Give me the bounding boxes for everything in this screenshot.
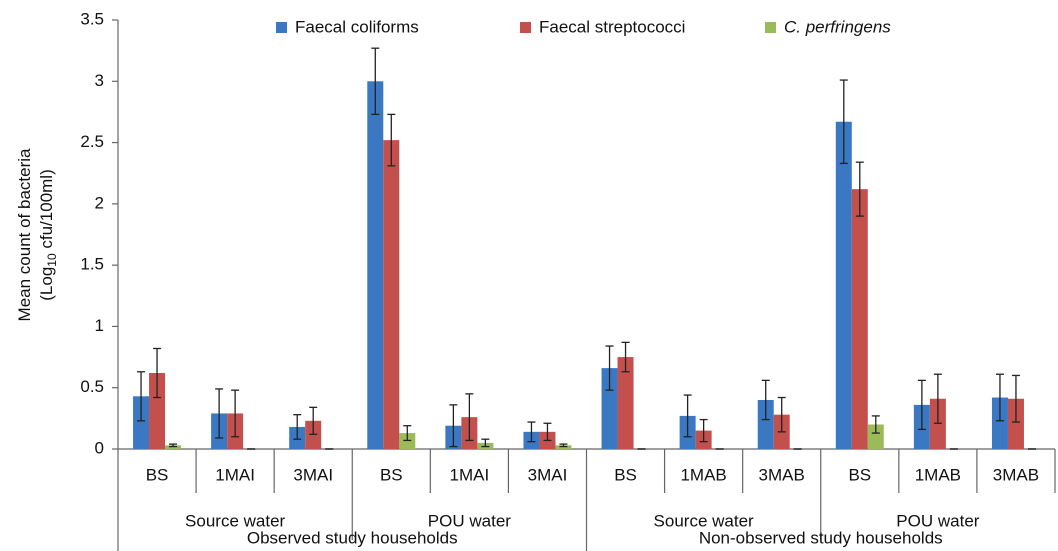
error-bar: [777, 396, 786, 433]
error-bar: [605, 345, 614, 391]
x-tick-label: 3MAB: [993, 465, 1039, 484]
error-bar: [215, 388, 224, 439]
error-bar: [371, 47, 380, 116]
error-bar: [933, 373, 942, 424]
error-bar: [153, 347, 162, 399]
x-tick-label: 3MAI: [528, 465, 568, 484]
x-tick-label: BS: [848, 465, 871, 484]
bar: [383, 140, 400, 449]
error-bar: [403, 425, 412, 442]
x-tick-label: BS: [146, 465, 169, 484]
y-axis-label: (Log10 cfu/100ml): [37, 169, 59, 300]
error-bar: [839, 79, 848, 165]
legend-label: C. perfringens: [784, 17, 891, 36]
error-bar: [995, 373, 1004, 422]
subgroup-label: POU water: [896, 511, 979, 530]
y-tick-label: 2: [95, 193, 104, 212]
error-bar: [231, 389, 240, 438]
y-tick-label: 2.5: [80, 132, 104, 151]
x-tick-label: 1MAB: [915, 465, 961, 484]
legend-swatch: [520, 22, 531, 33]
y-tick-label: 0.5: [80, 377, 104, 396]
error-bar: [683, 394, 692, 438]
legend-swatch: [765, 22, 776, 33]
bar: [149, 373, 166, 449]
bar: [851, 189, 868, 450]
error-bar: [169, 443, 178, 448]
subgroup-label: POU water: [428, 511, 511, 530]
subgroup-label: Source water: [185, 511, 285, 530]
error-bar: [1011, 374, 1020, 423]
x-tick-label: 3MAB: [759, 465, 805, 484]
error-bar: [309, 406, 318, 435]
bar: [991, 397, 1008, 449]
error-bar: [293, 414, 302, 440]
subgroup-label: Source water: [654, 511, 754, 530]
y-axis-label-part: cfu/100ml): [37, 169, 56, 253]
error-bar: [855, 161, 864, 217]
x-tick-label: BS: [380, 465, 403, 484]
bar: [1007, 398, 1024, 449]
y-tick-label: 1.5: [80, 255, 104, 274]
y-tick-label: 3.5: [80, 9, 104, 28]
bar: [617, 357, 634, 449]
legend-swatch: [276, 22, 287, 33]
error-bar: [387, 113, 396, 167]
y-tick-label: 3: [95, 71, 104, 90]
x-tick-label: 1MAI: [215, 465, 255, 484]
x-tick-label: 1MAB: [680, 465, 726, 484]
x-tick-label: 3MAI: [293, 465, 333, 484]
error-bar: [137, 371, 146, 422]
error-bar: [465, 393, 474, 442]
bar: [867, 424, 884, 449]
error-bar: [527, 421, 536, 443]
bar: [367, 81, 384, 450]
bar: [757, 399, 774, 449]
legend-label: Faecal streptococci: [539, 17, 685, 36]
error-bar: [543, 422, 552, 442]
y-axis-label-part: (Log: [37, 267, 56, 301]
error-bar: [699, 418, 708, 443]
error-bar: [871, 415, 880, 434]
y-axis-label-line: Mean count of bacteria: [15, 148, 34, 321]
y-axis-label-sub: 10: [45, 253, 59, 267]
error-bar: [917, 379, 926, 431]
bar: [601, 368, 618, 449]
error-bar: [621, 341, 630, 373]
bar: [133, 396, 150, 449]
x-tick-label: BS: [614, 465, 637, 484]
x-tick-label: 1MAI: [450, 465, 490, 484]
y-tick-label: 1: [95, 316, 104, 335]
group-label: Non-observed study households: [699, 528, 943, 547]
legend-label: Faecal coliforms: [295, 17, 419, 36]
bar: [835, 121, 852, 449]
error-bar: [761, 379, 770, 421]
y-tick-label: 0: [95, 438, 104, 457]
error-bar: [449, 404, 458, 448]
error-bar: [559, 443, 568, 448]
error-bar: [481, 438, 490, 448]
y-axis-label: Mean count of bacteria: [15, 148, 34, 321]
group-label: Observed study households: [247, 528, 458, 547]
